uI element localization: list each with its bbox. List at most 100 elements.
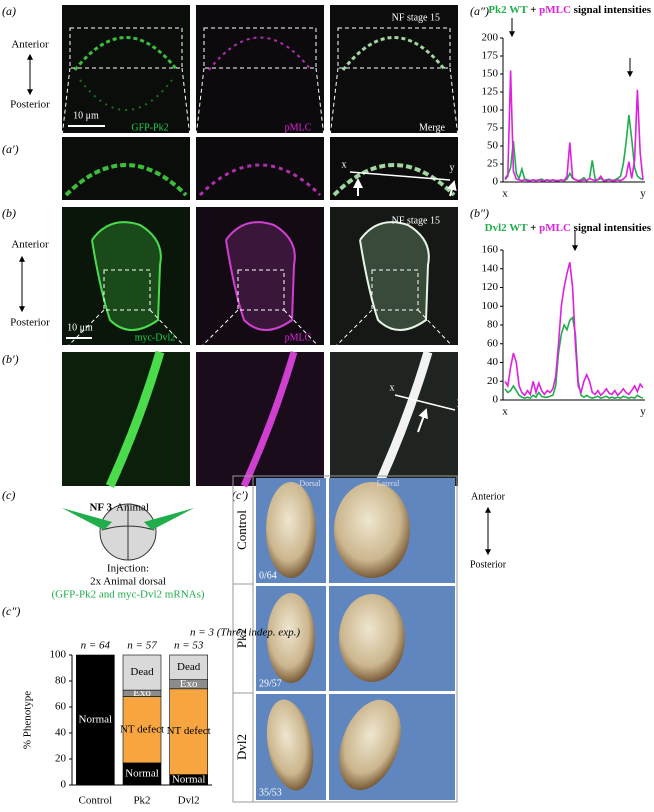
panel-label: (b′) xyxy=(2,352,19,366)
title-part: signal intensities xyxy=(574,4,652,16)
y-tick-label: 20 xyxy=(55,753,67,765)
panel-label: (a″) xyxy=(470,4,489,18)
y-tick-label: 120 xyxy=(482,281,499,293)
y-tick-label: 60 xyxy=(55,701,67,713)
bar-segment xyxy=(169,654,208,681)
segment-label: Normal xyxy=(79,714,113,726)
n-label: n = 57 xyxy=(127,640,157,652)
segment-label: Dead xyxy=(177,661,201,673)
y-tick-label: 40 xyxy=(487,356,499,368)
n-label: n = 53 xyxy=(174,640,204,652)
count-label: 29/57 xyxy=(259,678,282,689)
title-part: Dvl2 WT xyxy=(485,222,529,234)
y-tick-label: 0 xyxy=(61,779,67,791)
y-tick-label: 140 xyxy=(482,262,499,274)
image-row-b xyxy=(61,207,459,488)
panel-label: (b) xyxy=(2,206,16,220)
y-tick-label: 200 xyxy=(482,32,499,44)
y-tick-label: 0 xyxy=(493,394,499,406)
channel-label: Merge xyxy=(419,122,445,133)
segment-label: NT defect xyxy=(120,723,164,735)
line-series xyxy=(504,262,644,397)
scale-label: 10 μm xyxy=(67,322,93,333)
panel-label: (a′) xyxy=(2,142,19,156)
view-label: Lateral xyxy=(377,479,400,488)
y-tick-label: 100 xyxy=(50,649,67,661)
stage-label: NF stage 15 xyxy=(392,12,440,23)
embryo-photos xyxy=(232,475,458,803)
y-tick-label: 0 xyxy=(493,176,499,188)
embryo-schematic xyxy=(62,503,194,561)
axis-label: Anterior xyxy=(11,39,49,51)
n-label: n = 64 xyxy=(81,640,111,652)
axis-label: Anterior xyxy=(11,239,49,251)
bar-segment xyxy=(76,654,115,786)
bar-segment xyxy=(122,654,162,691)
x-end-label: y xyxy=(640,188,646,200)
y-tick-label: 160 xyxy=(482,244,499,256)
channel-label: myc-Dvl2 xyxy=(135,332,176,343)
panel-label: (c) xyxy=(2,488,15,502)
channel-label: pMLC xyxy=(285,122,312,133)
title-part: Pk2 WT xyxy=(488,4,528,16)
note: n = 3 (Three indep. exp.) xyxy=(190,627,300,639)
panel-label: (c″) xyxy=(2,604,20,618)
axis-label: Posterior xyxy=(10,317,50,329)
title-part: + xyxy=(530,222,536,234)
row-label: Pk2 xyxy=(234,628,249,648)
x-end-label: x xyxy=(502,406,508,418)
y-tick-label: 60 xyxy=(487,337,499,349)
y-tick-label: 75 xyxy=(487,122,499,134)
stage-label: NF stage 15 xyxy=(392,215,440,226)
count-label: 35/53 xyxy=(259,787,282,798)
y-tick-label: 80 xyxy=(55,675,67,687)
segment-label: Normal xyxy=(125,767,159,779)
line-end: y xyxy=(457,396,462,407)
title-part: signal intensities xyxy=(574,222,652,234)
y-axis-title: % Phenotype xyxy=(22,691,34,749)
y-tick-label: 50 xyxy=(487,140,499,152)
channel-label: pMLC xyxy=(285,332,312,343)
segment-label: NT defect xyxy=(167,725,211,737)
line-end: x xyxy=(390,382,395,393)
segment-label: Dead xyxy=(130,666,154,678)
line-series xyxy=(504,114,644,182)
x-end-label: x xyxy=(502,188,508,200)
line-end: y xyxy=(450,162,455,173)
y-tick-label: 80 xyxy=(487,319,499,331)
segment-label: Normal xyxy=(172,773,206,785)
injection-mrna: (GFP-Pk2 and myc-Dvl2 mRNAs) xyxy=(51,589,204,601)
channel-label: GFP-Pk2 xyxy=(131,122,168,133)
view-label: Dorsal xyxy=(299,479,321,488)
title-part: pMLC xyxy=(539,4,571,16)
x-tick-label: Dvl2 xyxy=(178,795,200,807)
title-part: + xyxy=(530,4,536,16)
y-tick-label: 100 xyxy=(482,300,499,312)
title-part: pMLC xyxy=(539,222,571,234)
region-label: Animal xyxy=(116,502,149,514)
y-tick-label: 40 xyxy=(55,727,67,739)
bar-segment xyxy=(169,688,208,775)
y-tick-label: 125 xyxy=(482,86,499,98)
chart-title: Dvl2 WT + pMLC signal intensities xyxy=(485,222,652,234)
y-tick-label: 175 xyxy=(482,50,499,62)
axis-label: Posterior xyxy=(470,559,507,570)
scale-label: 10 μm xyxy=(73,110,99,121)
stage-label: NF 3 xyxy=(89,502,112,514)
y-tick-label: 25 xyxy=(487,158,499,170)
x-tick-label: Pk2 xyxy=(133,795,150,807)
y-tick-label: 100 xyxy=(482,104,499,116)
segment-label: Exo xyxy=(180,678,198,690)
panel-label: (c′) xyxy=(232,488,248,502)
panel-label: (a) xyxy=(2,4,16,18)
panel-label: (b″) xyxy=(470,206,489,220)
y-tick-label: 20 xyxy=(487,375,499,387)
bar-segment xyxy=(122,696,162,764)
injection-label: Injection: xyxy=(107,563,149,575)
count-label: 0/64 xyxy=(259,570,277,581)
x-end-label: y xyxy=(640,406,646,418)
line-end: x xyxy=(342,159,347,170)
row-label: Control xyxy=(234,510,249,550)
axis-label: Posterior xyxy=(10,99,50,111)
